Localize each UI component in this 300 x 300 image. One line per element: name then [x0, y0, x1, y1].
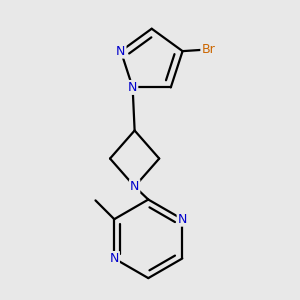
Text: Br: Br	[201, 43, 215, 56]
Text: N: N	[116, 45, 125, 58]
Text: N: N	[128, 81, 137, 94]
Text: N: N	[110, 252, 119, 265]
Text: N: N	[130, 180, 139, 193]
Text: N: N	[178, 213, 187, 226]
